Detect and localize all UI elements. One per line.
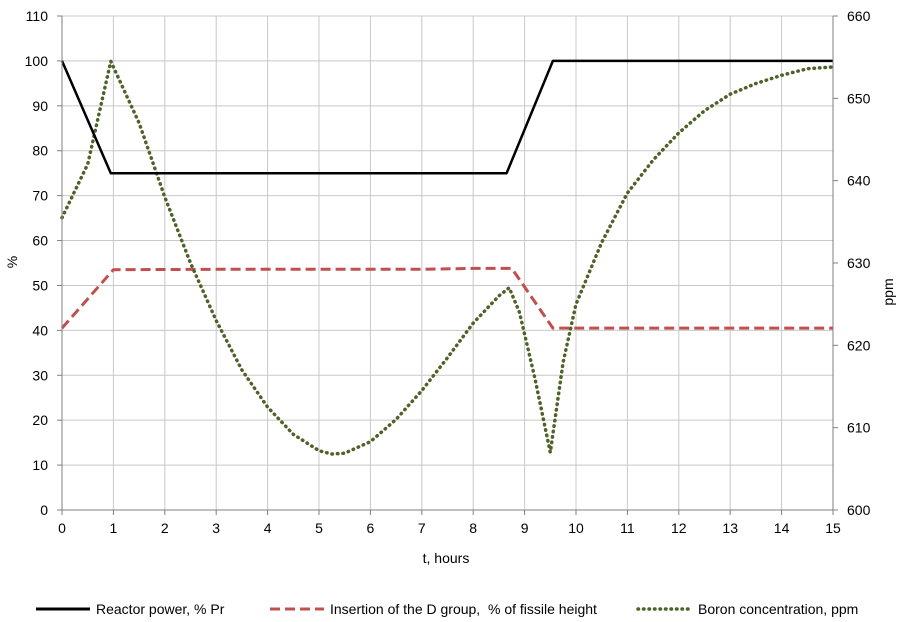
x-tick-label: 1 bbox=[110, 520, 118, 536]
y-left-tick-label: 70 bbox=[32, 188, 48, 204]
y-axis-title-right: ppm bbox=[880, 278, 896, 305]
x-axis-title: t, hours bbox=[423, 550, 470, 566]
axes bbox=[57, 15, 838, 515]
legend-label-reactor-power: Reactor power, % Pr bbox=[96, 601, 225, 617]
x-tick-label: 13 bbox=[722, 520, 738, 536]
x-tick-label: 15 bbox=[825, 520, 841, 536]
tick-labels: 0 1 2 3 4 5 6 7 8 9 10 11 12 13 14 15010203040506070809… bbox=[25, 8, 871, 536]
x-tick-label: 4 bbox=[264, 520, 272, 536]
y-left-tick-label: 50 bbox=[32, 277, 48, 293]
y-left-tick-label: 40 bbox=[32, 322, 48, 338]
series-reactor-power-line bbox=[60, 59, 833, 175]
x-tick-label: 12 bbox=[671, 520, 687, 536]
y-axis-title-left: % bbox=[4, 256, 20, 268]
x-tick-label: 14 bbox=[774, 520, 790, 536]
x-tick-label: 2 bbox=[161, 520, 169, 536]
x-tick-label: 5 bbox=[315, 520, 323, 536]
legend: Reactor power, % Pr Insertion of the D g… bbox=[36, 601, 858, 617]
y-left-tick-label: 100 bbox=[25, 53, 49, 69]
y-left-tick-label: 0 bbox=[40, 502, 48, 518]
x-tick-label: 9 bbox=[521, 520, 529, 536]
y-right-tick-label: 600 bbox=[847, 502, 871, 518]
y-right-tick-label: 660 bbox=[847, 8, 871, 24]
x-tick-label: 3 bbox=[212, 520, 220, 536]
legend-label-boron: Boron concentration, ppm bbox=[698, 601, 858, 617]
series-layer bbox=[60, 59, 835, 456]
x-tick-label: 0 bbox=[58, 520, 66, 536]
y-left-tick-label: 10 bbox=[32, 457, 48, 473]
x-tick-label: 6 bbox=[367, 520, 375, 536]
y-right-tick-label: 630 bbox=[847, 255, 871, 271]
y-left-tick-label: 110 bbox=[26, 8, 49, 24]
y-right-tick-label: 620 bbox=[847, 337, 871, 353]
x-tick-label: 7 bbox=[418, 520, 426, 536]
y-left-tick-label: 30 bbox=[32, 367, 48, 383]
y-left-tick-label: 60 bbox=[32, 233, 48, 249]
legend-label-d-group: Insertion of the D group, % of fissile h… bbox=[330, 601, 597, 617]
x-tick-label: 10 bbox=[568, 520, 584, 536]
y-right-tick-label: 650 bbox=[847, 90, 871, 106]
y-right-tick-label: 610 bbox=[847, 420, 871, 436]
y-right-tick-label: 640 bbox=[847, 173, 871, 189]
x-tick-label: 8 bbox=[469, 520, 477, 536]
x-tick-label: 11 bbox=[620, 520, 635, 536]
series-d-group-insertion-line bbox=[60, 266, 833, 330]
y-left-tick-label: 90 bbox=[32, 98, 48, 114]
gridlines bbox=[62, 15, 833, 510]
series-boron-concentration-line bbox=[60, 59, 835, 456]
y-left-tick-label: 80 bbox=[32, 143, 48, 159]
y-left-tick-label: 20 bbox=[32, 412, 48, 428]
plot-area bbox=[62, 16, 833, 510]
